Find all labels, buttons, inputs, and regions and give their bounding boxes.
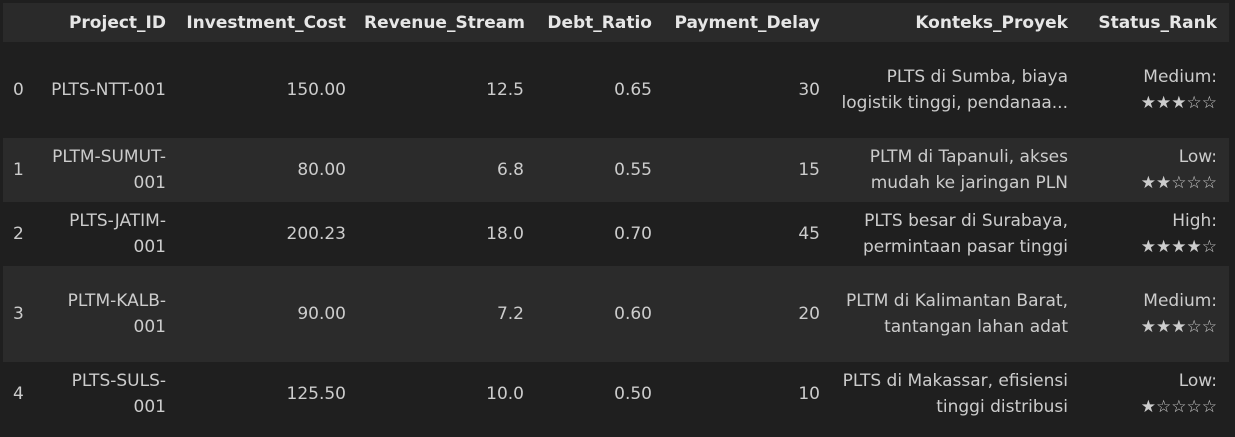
star-rating: ★★★☆☆ xyxy=(1140,317,1217,337)
table-row: 2 PLTS-JATIM-001 200.23 18.0 0.70 45 PLT… xyxy=(3,202,1229,266)
cell-revenue-stream: 12.5 xyxy=(486,80,524,100)
cell-konteks-proyek: PLTM di Kalimantan Barat, tantangan laha… xyxy=(845,291,1068,337)
cell-status-rank: High: ★★★★☆ xyxy=(1080,202,1229,266)
cell-payment-delay: 30 xyxy=(798,80,820,100)
column-header-project-id: Project_ID xyxy=(68,12,166,33)
cell-debt-ratio: 0.50 xyxy=(614,384,652,404)
dataframe-output: Project_ID Investment_Cost Revenue_Strea… xyxy=(3,3,1229,426)
status-label: Low: xyxy=(1178,371,1217,391)
table-row: 1 PLTM-SUMUT-001 80.00 6.8 0.55 15 PLTM … xyxy=(3,138,1229,202)
cell-project-id: PLTS-SULS-001 xyxy=(71,371,166,417)
header-row: Project_ID Investment_Cost Revenue_Strea… xyxy=(3,3,1229,42)
cell-investment-cost: 200.23 xyxy=(286,224,346,244)
cell-payment-delay: 20 xyxy=(798,304,820,324)
column-header-debt-ratio: Debt_Ratio xyxy=(547,12,652,33)
row-index: 0 xyxy=(13,80,24,100)
star-rating: ★★★☆☆ xyxy=(1140,93,1217,113)
cell-project-id: PLTS-JATIM-001 xyxy=(69,211,166,257)
cell-status-rank: Low: ★★☆☆☆ xyxy=(1080,138,1229,202)
cell-debt-ratio: 0.65 xyxy=(614,80,652,100)
cell-revenue-stream: 10.0 xyxy=(486,384,524,404)
cell-project-id: PLTM-KALB-001 xyxy=(67,291,166,337)
cell-konteks-proyek: PLTM di Tapanuli, akses mudah ke jaringa… xyxy=(869,147,1068,193)
cell-payment-delay: 45 xyxy=(798,224,820,244)
column-header-status-rank: Status_Rank xyxy=(1098,12,1217,33)
star-rating: ★★☆☆☆ xyxy=(1140,173,1217,193)
column-header-investment-cost: Investment_Cost xyxy=(186,12,346,33)
row-index: 1 xyxy=(13,160,24,180)
cell-revenue-stream: 6.8 xyxy=(496,160,524,180)
cell-revenue-stream: 7.2 xyxy=(496,304,524,324)
cell-konteks-proyek: PLTS di Sumba, biaya logistik tinggi, pe… xyxy=(841,67,1068,113)
status-label: Medium: xyxy=(1143,291,1217,311)
cell-status-rank: Low: ★☆☆☆☆ xyxy=(1080,362,1229,426)
cell-debt-ratio: 0.70 xyxy=(614,224,652,244)
status-label: Medium: xyxy=(1143,67,1217,87)
cell-investment-cost: 80.00 xyxy=(297,160,346,180)
star-rating: ★☆☆☆☆ xyxy=(1140,397,1217,417)
status-label: High: xyxy=(1172,211,1217,231)
cell-payment-delay: 10 xyxy=(798,384,820,404)
cell-project-id: PLTS-NTT-001 xyxy=(51,80,166,100)
index-header xyxy=(3,3,43,42)
table-row: 0 PLTS-NTT-001 150.00 12.5 0.65 30 PLTS … xyxy=(3,42,1229,138)
cell-payment-delay: 15 xyxy=(798,160,820,180)
cell-konteks-proyek: PLTS di Makassar, efisiensi tinggi distr… xyxy=(842,371,1068,417)
cell-revenue-stream: 18.0 xyxy=(486,224,524,244)
dataframe-table: Project_ID Investment_Cost Revenue_Strea… xyxy=(3,3,1229,426)
cell-investment-cost: 150.00 xyxy=(286,80,346,100)
table-row: 3 PLTM-KALB-001 90.00 7.2 0.60 20 PLTM d… xyxy=(3,266,1229,362)
column-header-revenue-stream: Revenue_Stream xyxy=(364,12,525,33)
cell-debt-ratio: 0.55 xyxy=(614,160,652,180)
cell-status-rank: Medium: ★★★☆☆ xyxy=(1080,42,1229,138)
row-index: 3 xyxy=(13,304,24,324)
cell-investment-cost: 90.00 xyxy=(297,304,346,324)
row-index: 2 xyxy=(13,224,24,244)
cell-investment-cost: 125.50 xyxy=(286,384,346,404)
cell-konteks-proyek: PLTS besar di Surabaya, permintaan pasar… xyxy=(862,211,1068,257)
column-header-payment-delay: Payment_Delay xyxy=(674,12,820,33)
status-label: Low: xyxy=(1178,147,1217,167)
star-rating: ★★★★☆ xyxy=(1140,237,1217,257)
column-header-konteks-proyek: Konteks_Proyek xyxy=(915,12,1068,33)
cell-project-id: PLTM-SUMUT-001 xyxy=(52,147,166,193)
cell-status-rank: Medium: ★★★☆☆ xyxy=(1080,266,1229,362)
row-index: 4 xyxy=(13,384,24,404)
cell-debt-ratio: 0.60 xyxy=(614,304,652,324)
table-row: 4 PLTS-SULS-001 125.50 10.0 0.50 10 PLTS… xyxy=(3,362,1229,426)
